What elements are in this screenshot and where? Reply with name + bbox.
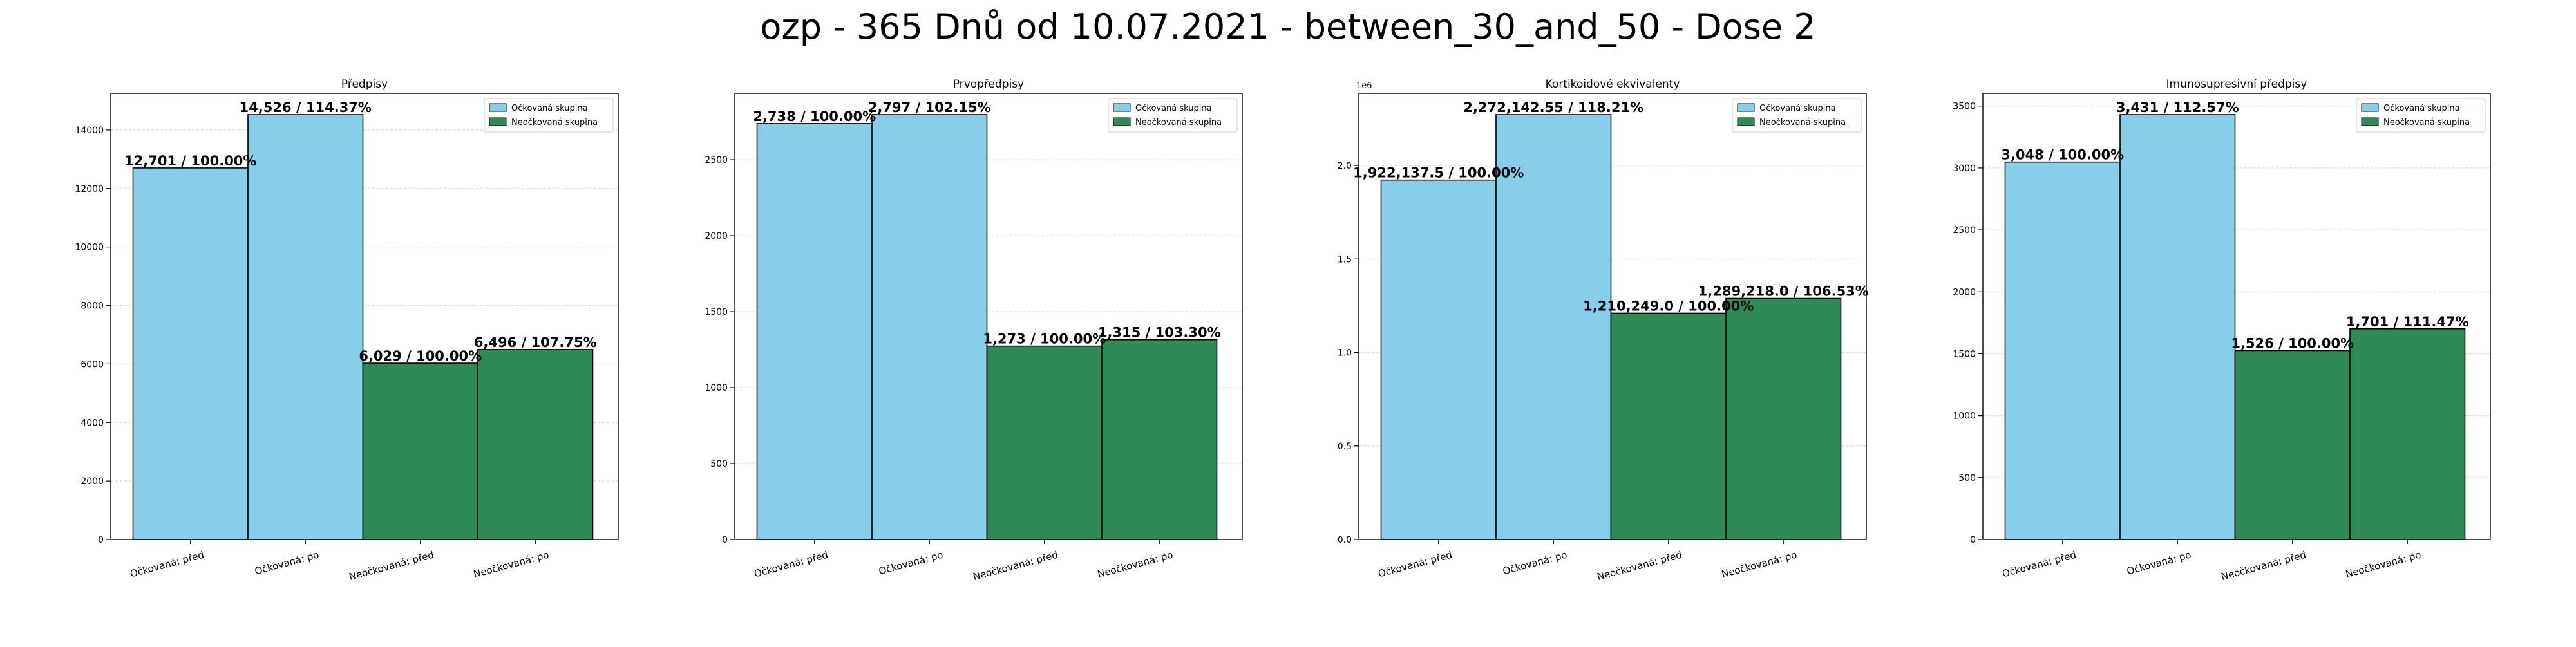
legend-swatch <box>1113 117 1131 126</box>
chart-title: Předpisy <box>341 78 388 91</box>
bar-1 <box>1380 179 1497 540</box>
bar-value-label: 1,526 / 100.00% <box>2231 335 2354 351</box>
legend-label: Neočkovaná skupina <box>1759 118 1846 127</box>
legend-label: Neočkovaná skupina <box>511 118 598 127</box>
legend-swatch <box>2361 117 2379 126</box>
bar-value-label: 1,922,137.5 / 100.00% <box>1353 165 1524 181</box>
bar-value-label: 14,526 / 114.37% <box>240 100 372 115</box>
legend-label: Neočkovaná skupina <box>1135 118 1222 127</box>
y-tick-label: 0 <box>1970 535 1976 545</box>
legend-label: Očkovaná skupina <box>1759 104 1836 113</box>
legend: Očkovaná skupina Neočkovaná skupina <box>1108 98 1238 133</box>
y-tick-label: 1.5 <box>1338 254 1352 265</box>
bar-value-label: 1,210,249.0 / 100.00% <box>1583 298 1754 314</box>
legend-box <box>1732 98 1862 133</box>
bar-value-label: 1,289,218.0 / 106.53% <box>1698 284 1869 299</box>
bar-1 <box>2004 161 2121 540</box>
axes-frame <box>734 93 1243 540</box>
chart-panel-2: 2,738 / 100.00%2,797 / 102.15% 1,273 / 10… <box>705 78 1243 583</box>
legend-label: Očkovaná skupina <box>2383 104 2460 113</box>
y-tick-label: 3500 <box>1953 102 1976 112</box>
bar-3 <box>362 362 478 540</box>
y-tick-label: 1500 <box>705 307 728 317</box>
bar-1 <box>756 123 873 540</box>
legend-box <box>1108 98 1238 133</box>
y-tick-label: 500 <box>1958 473 1976 483</box>
legend-swatch <box>489 103 507 112</box>
bar-4 <box>2349 328 2466 540</box>
figure-suptitle: ozp - 365 Dnů od 10.07.2021 - between_30… <box>760 6 1815 47</box>
legend: Očkovaná skupina Neočkovaná skupina <box>1732 98 1862 133</box>
bar-value-label: 3,048 / 100.00% <box>2001 147 2124 163</box>
y-tick-label: 2000 <box>1953 287 1976 297</box>
y-tick-label: 0.5 <box>1338 442 1352 452</box>
y-tick-label: 10000 <box>75 243 104 253</box>
legend-box <box>484 98 614 133</box>
y-tick-label: 3000 <box>1953 164 1976 174</box>
axes-frame <box>1358 93 1867 540</box>
y-tick-label: 0.0 <box>1338 535 1352 545</box>
bar-value-label: 2,797 / 102.15% <box>868 100 991 115</box>
legend-label: Neočkovaná skupina <box>2383 118 2470 127</box>
y-tick-label: 1000 <box>1953 411 1976 422</box>
y-tick-label: 2000 <box>80 476 104 487</box>
y-tick-label: 6000 <box>80 359 104 370</box>
legend: Očkovaná skupina Neočkovaná skupina <box>2356 98 2486 133</box>
axes-frame <box>1982 93 2491 540</box>
bar-value-label: 1,701 / 111.47% <box>2346 314 2469 330</box>
chart-title: Kortikoidové ekvivalenty <box>1546 78 1680 91</box>
y-tick-label: 500 <box>710 459 728 469</box>
legend-label: Očkovaná skupina <box>511 104 588 113</box>
bar-value-label: 2,738 / 100.00% <box>753 109 876 124</box>
bar-2 <box>2119 114 2236 540</box>
legend-label: Očkovaná skupina <box>1135 104 1212 113</box>
legend-swatch <box>2361 103 2379 112</box>
y-tick-label: 0 <box>98 535 104 545</box>
bar-2 <box>871 114 988 540</box>
y-tick-label: 2500 <box>705 155 728 165</box>
y-tick-label: 0 <box>722 535 728 545</box>
bar-3 <box>986 345 1103 540</box>
bar-value-label: 2,272,142.55 / 118.21% <box>1463 100 1643 115</box>
bar-1 <box>132 167 249 540</box>
y-offset-text: 1e6 <box>1356 81 1372 91</box>
y-tick-label: 14000 <box>75 126 104 136</box>
y-tick-label: 1500 <box>1953 349 1976 359</box>
axes-frame <box>110 93 619 540</box>
bar-value-label: 1,273 / 100.00% <box>983 332 1106 347</box>
bar-4 <box>477 349 594 540</box>
bar-value-label: 6,029 / 100.00% <box>359 348 482 364</box>
y-tick-label: 2500 <box>1953 225 1976 236</box>
legend-swatch <box>489 117 507 126</box>
bar-value-label: 1,315 / 103.30% <box>1098 325 1221 341</box>
bar-value-label: 6,496 / 107.75% <box>474 335 597 350</box>
y-tick-label: 8000 <box>80 301 104 312</box>
y-tick-label: 2.0 <box>1338 161 1352 171</box>
chart-panel-1: 12,701 / 100.00% 14,526 / 114.37% 6,029 / … <box>75 78 619 583</box>
legend-box <box>2356 98 2486 133</box>
bar-4 <box>1725 297 1842 540</box>
bar-value-label: 3,431 / 112.57% <box>2116 100 2239 115</box>
legend-swatch <box>1737 103 1755 112</box>
y-tick-label: 1000 <box>705 383 728 393</box>
y-tick-label: 1.0 <box>1338 348 1352 359</box>
chart-title: Imunosupresivní předpisy <box>2166 78 2307 91</box>
bar-4 <box>1101 339 1218 540</box>
y-tick-label: 4000 <box>80 418 104 428</box>
chart-title: Prvopředpisy <box>953 78 1025 91</box>
bar-3 <box>2234 350 2351 540</box>
bar-2 <box>1495 114 1612 540</box>
y-tick-label: 2000 <box>705 231 728 241</box>
bar-3 <box>1610 312 1727 540</box>
chart-panel-4: 3,048 / 100.00% 3,431 / 112.57% 1,526 / 10… <box>1953 78 2491 583</box>
chart-panel-3: 1,922,137.5 / 100.00% 2,272,142.55 / 118.… <box>1338 78 1869 583</box>
y-tick-label: 12000 <box>75 184 104 194</box>
legend: Očkovaná skupina Neočkovaná skupina <box>484 98 614 133</box>
legend-swatch <box>1737 117 1755 126</box>
legend-swatch <box>1113 103 1131 112</box>
bar-2 <box>247 114 364 540</box>
bar-value-label: 12,701 / 100.00% <box>124 153 256 169</box>
